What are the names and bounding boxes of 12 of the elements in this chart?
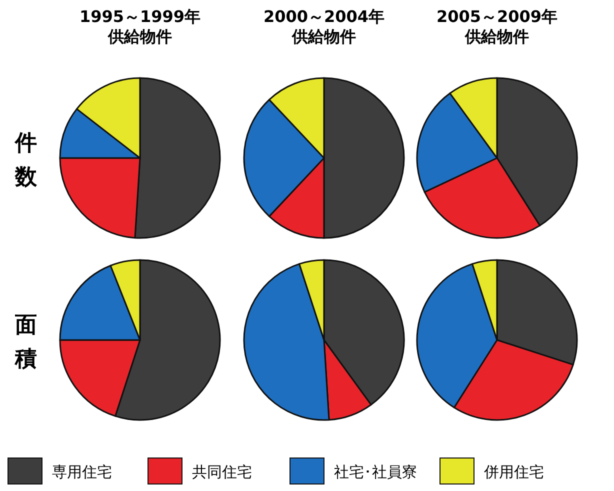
text: 面積 — [14, 313, 37, 372]
legend-label: 専用住宅 — [52, 463, 112, 481]
chart-title: 2000～2004年 — [263, 7, 385, 26]
legend-label: 社宅･社員寮 — [334, 463, 417, 481]
legend-label: 共同住宅 — [192, 463, 252, 481]
chart-subtitle: 供給物件 — [291, 27, 356, 46]
chart-title: 1995～1999年 — [79, 7, 201, 26]
chart-subtitle: 供給物件 — [464, 27, 529, 46]
text: 件数 — [14, 131, 38, 190]
chart-title: 2005～2009年 — [436, 7, 558, 26]
legend-label: 併用住宅 — [483, 463, 544, 481]
chart-subtitle: 供給物件 — [107, 27, 172, 46]
